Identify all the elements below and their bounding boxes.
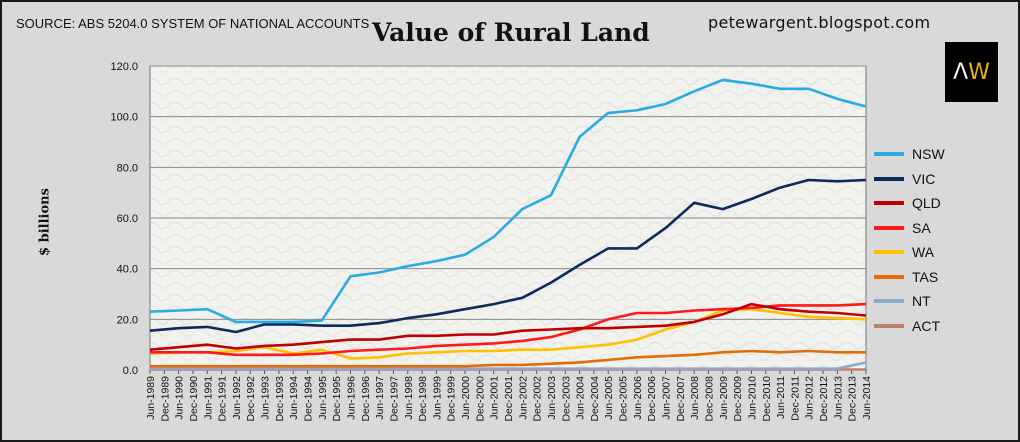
legend-swatch — [874, 299, 904, 303]
legend-swatch — [874, 250, 904, 254]
legend-item-nsw: NSW — [874, 142, 945, 166]
x-tick-label: Dec-2011 — [789, 376, 801, 421]
x-tick-label: Dec-1993 — [274, 376, 286, 422]
x-tick-label: Dec-2010 — [761, 376, 773, 422]
x-tick-label: Jun-2007 — [661, 376, 673, 420]
blog-url: petewargent.blogspot.com — [708, 13, 931, 32]
legend-label: ACT — [912, 317, 940, 334]
logo-left: Λ — [953, 59, 969, 85]
legend-item-sa: SA — [874, 216, 931, 240]
legend-label: WA — [912, 244, 935, 260]
x-tick-label: Dec-2009 — [732, 376, 744, 422]
legend-label: NT — [912, 293, 931, 309]
x-tick-label: Jun-1995 — [317, 376, 329, 420]
x-tick-label: Jun-2009 — [718, 376, 730, 420]
legend-swatch — [874, 152, 904, 156]
x-tick-label: Dec-2012 — [818, 376, 830, 422]
y-tick-label: 120.0 — [110, 61, 138, 73]
x-tick-label: Jun-2002 — [517, 376, 529, 420]
x-tick-label: Jun-2005 — [603, 376, 615, 420]
series-line-sa — [150, 302, 867, 357]
legend-swatch — [874, 176, 904, 181]
series-line-qld — [149, 302, 867, 351]
x-tick-label: Dec-2007 — [675, 376, 687, 422]
x-tick-label: Dec-1995 — [331, 376, 343, 422]
x-tick-label: Jun-1991 — [202, 376, 214, 420]
legend-swatch — [874, 274, 904, 279]
x-tick-label: Dec-1994 — [303, 376, 315, 422]
x-tick-label: Dec-2001 — [503, 376, 515, 422]
series-lines — [149, 78, 867, 371]
x-tick-label: Dec-2005 — [618, 376, 630, 422]
legend-item-wa: WA — [874, 240, 934, 264]
chart-title: Value of Rural Land — [372, 18, 650, 47]
x-tick-label: Jun-2000 — [460, 376, 472, 420]
legend-swatch — [874, 323, 904, 328]
x-tick-label: Jun-2006 — [632, 376, 644, 420]
x-tick-label: Dec-2002 — [532, 376, 544, 422]
x-tick-label: Dec-2006 — [646, 376, 658, 422]
x-tick-label: Jun-2014 — [861, 376, 873, 420]
x-tick-label: Jun-1997 — [374, 376, 386, 420]
y-tick-label: 80.0 — [117, 162, 138, 174]
x-tick-label: Jun-2013 — [832, 376, 844, 420]
x-tick-label: Dec-2013 — [847, 376, 859, 422]
x-tick-label: Dec-1990 — [188, 376, 200, 422]
legend-label: VIC — [912, 170, 936, 187]
x-tick-label: Jun-2012 — [804, 376, 816, 420]
series-line-nsw — [149, 78, 867, 324]
legend-label: SA — [912, 219, 931, 236]
legend-swatch — [874, 201, 904, 205]
x-tick-label: Dec-1996 — [360, 376, 372, 422]
legend-swatch — [874, 225, 904, 230]
y-tick-label: 40.0 — [117, 264, 138, 276]
y-tick-label: 100.0 — [110, 112, 138, 124]
series-line-tas — [150, 349, 866, 368]
x-tick-label: Dec-2008 — [703, 376, 715, 422]
x-tick-label: Dec-1997 — [388, 376, 400, 422]
x-tick-label: Dec-1991 — [217, 376, 229, 422]
x-tick-label: Jun-2010 — [746, 376, 758, 420]
x-tick-label: Dec-2003 — [560, 376, 572, 422]
y-tick-label: 20.0 — [117, 314, 138, 326]
y-axis: 0.0 20.0 40.0 60.0 80.0 100.0 120.0 — [110, 61, 138, 377]
x-tick-label: Jun-1996 — [345, 376, 357, 420]
legend-item-act: ACT — [874, 314, 940, 338]
x-tick-label: Jun-1998 — [403, 376, 415, 420]
logo-right: W — [968, 59, 990, 85]
series-line-nt — [150, 361, 867, 371]
x-tick-label: Jun-2001 — [489, 376, 501, 420]
x-tick-label: Dec-1998 — [417, 376, 429, 422]
x-tick-label: Jun-1990 — [174, 376, 186, 420]
x-tick-label: Dec-1992 — [245, 376, 257, 422]
y-tick-label: 60.0 — [117, 213, 138, 225]
legend-item-qld: QLD — [874, 191, 941, 215]
legend-item-nt: NT — [874, 289, 931, 313]
x-tick-label: Jun-1993 — [260, 376, 272, 420]
y-tick-label: 0.0 — [123, 365, 138, 377]
legend-label: TAS — [912, 268, 939, 285]
x-tick-label: Jun-2008 — [689, 376, 701, 420]
x-tick-label: Jun-2004 — [575, 376, 587, 420]
x-tick-label: Jun-1994 — [288, 376, 300, 420]
x-tick-label: Jun-1989 — [145, 376, 157, 420]
x-tick-label: Jun-1999 — [431, 376, 443, 420]
source-note: SOURCE: ABS 5204.0 SYSTEM OF NATIONAL AC… — [16, 16, 370, 31]
x-axis: Jun-1989 Dec-1989 Jun-1990 Dec-1990 Jun-1991… — [145, 370, 873, 422]
x-tick-label: Jun-2003 — [546, 376, 558, 420]
x-tick-label: Dec-1999 — [446, 376, 458, 422]
legend-label: QLD — [912, 195, 941, 211]
legend-item-vic: VIC — [874, 167, 935, 191]
legend-item-tas: TAS — [874, 265, 938, 289]
x-tick-label: Dec-1989 — [159, 376, 171, 422]
x-tick-label: Jun-1992 — [231, 376, 243, 420]
x-tick-label: Dec-2000 — [474, 376, 486, 422]
x-tick-label: Dec-2004 — [589, 376, 601, 422]
x-tick-label: Jun-2011 — [775, 376, 787, 419]
series-line-vic — [149, 178, 867, 334]
legend-label: NSW — [912, 146, 945, 162]
